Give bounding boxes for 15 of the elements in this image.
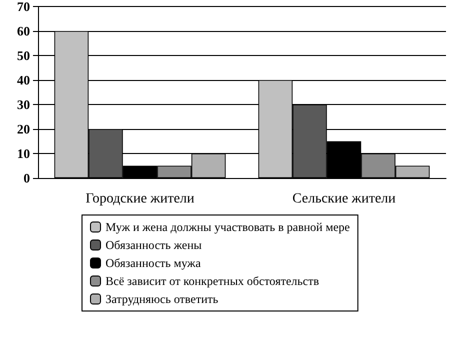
y-tick-label: 70 (17, 0, 30, 14)
y-tick-label: 10 (17, 146, 30, 161)
x-tick-label: Сельские жители (292, 192, 396, 206)
y-tick-label: 60 (17, 24, 30, 38)
y-tick-label: 40 (17, 72, 30, 88)
legend-label: Обязанность жены (106, 238, 202, 252)
legend-label: Муж и жена должны участвовать в равной мере (106, 220, 350, 234)
y-tick-label: 0 (24, 170, 30, 186)
y-tick-label: 30 (17, 97, 30, 112)
x-tick-label: Городские жители (86, 192, 195, 206)
y-tick-label: 50 (17, 48, 30, 63)
legend-label: Обязанность мужа (106, 256, 202, 270)
legend-label: Затрудняюсь ответить (106, 292, 219, 306)
y-tick-label: 20 (17, 122, 30, 136)
legend-label: Всё зависит от конкретных обстоятельств (106, 274, 320, 288)
